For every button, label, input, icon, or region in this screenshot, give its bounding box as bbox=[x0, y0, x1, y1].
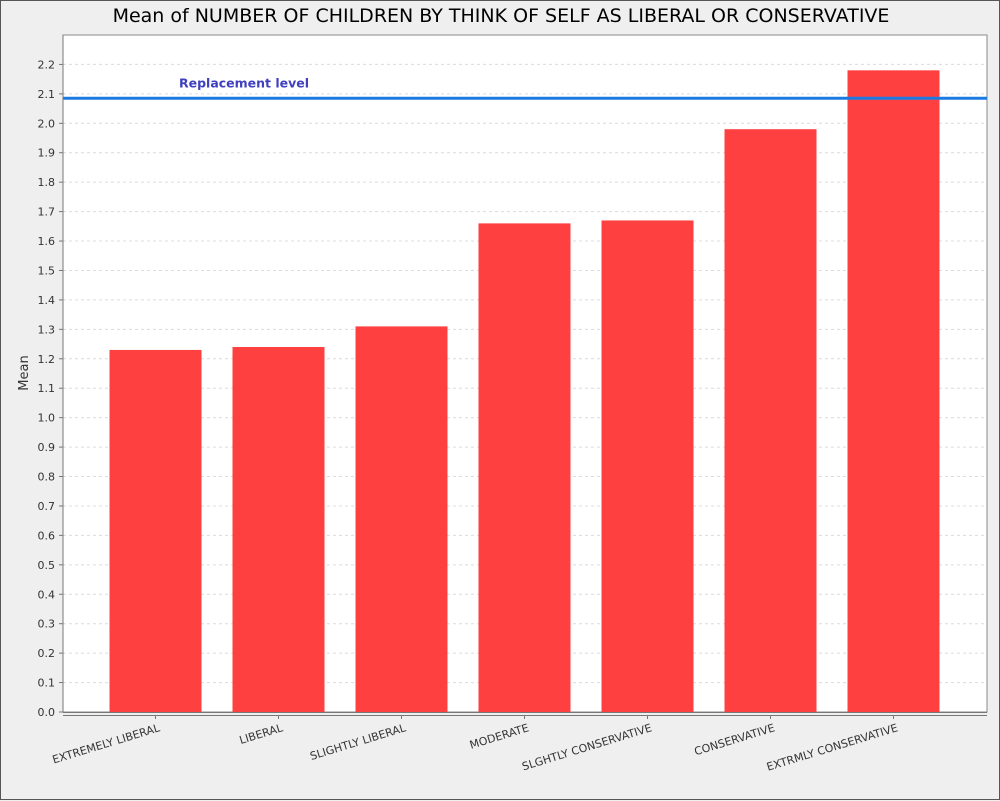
y-tick-label: 0.8 bbox=[38, 471, 56, 484]
bars bbox=[109, 70, 940, 713]
y-tick-label: 2.1 bbox=[38, 88, 56, 101]
y-tick-label: 1.5 bbox=[38, 264, 56, 277]
y-tick-label: 2.2 bbox=[38, 58, 56, 71]
reference-line-label: Replacement level bbox=[179, 75, 309, 90]
x-tick-label: SLIGHTLY LIBERAL bbox=[308, 721, 408, 763]
x-tick-label: CONSERVATIVE bbox=[693, 721, 777, 758]
y-tick-label: 1.6 bbox=[38, 235, 56, 248]
bar bbox=[355, 326, 448, 712]
y-tick-label: 0.6 bbox=[38, 529, 56, 542]
y-tick-label: 1.3 bbox=[38, 323, 56, 336]
bar bbox=[847, 70, 940, 713]
y-tick-label: 1.0 bbox=[38, 412, 56, 425]
y-tick-label: 0.0 bbox=[38, 706, 56, 719]
x-tick-label: EXTRMLY CONSERVATIVE bbox=[765, 721, 899, 773]
y-tick-label: 1.2 bbox=[38, 353, 56, 366]
y-tick-label: 1.9 bbox=[38, 147, 56, 160]
y-tick-label: 0.3 bbox=[38, 618, 56, 631]
bar bbox=[601, 220, 694, 712]
bar bbox=[109, 349, 202, 712]
y-tick-label: 0.2 bbox=[38, 647, 56, 660]
y-tick-label: 1.8 bbox=[38, 176, 56, 189]
bar bbox=[478, 223, 571, 712]
x-tick-label: SLGHTLY CONSERVATIVE bbox=[520, 721, 653, 773]
y-tick-label: 0.9 bbox=[38, 441, 56, 454]
x-tick-label: EXTREMELY LIBERAL bbox=[51, 721, 162, 766]
bar bbox=[724, 129, 817, 713]
y-tick-label: 0.1 bbox=[38, 677, 56, 690]
y-tick-label: 0.4 bbox=[38, 588, 56, 601]
y-tick-label: 1.1 bbox=[38, 382, 56, 395]
y-tick-label: 0.5 bbox=[38, 559, 56, 572]
y-tick-label: 0.7 bbox=[38, 500, 56, 513]
chart-title: Mean of NUMBER OF CHILDREN BY THINK OF S… bbox=[112, 5, 890, 27]
x-tick-label: LIBERAL bbox=[238, 721, 285, 747]
y-axis-label: Mean bbox=[17, 355, 32, 390]
y-tick-label: 1.4 bbox=[38, 294, 56, 307]
reference-line-group: Replacement level bbox=[63, 75, 987, 100]
bar bbox=[232, 347, 325, 712]
y-tick-label: 2.0 bbox=[38, 117, 56, 130]
y-axis: 0.0 0.1 0.2 0.3 0.4 0.5 0.6 0.7 0.8 0.9 1.0 1.1 1.2 1… bbox=[38, 35, 64, 719]
y-tick-label: 1.7 bbox=[38, 206, 56, 219]
x-tick-label: MODERATE bbox=[468, 721, 530, 751]
x-axis: EXTREMELY LIBERAL LIBERAL SLIGHTLY LIBERAL… bbox=[51, 712, 987, 774]
